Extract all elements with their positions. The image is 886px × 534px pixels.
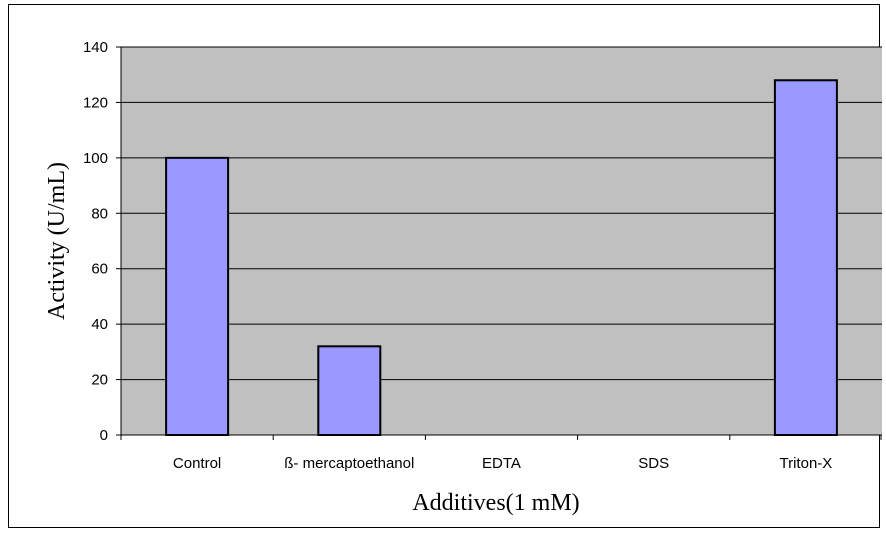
x-tick-labels: Control ß- mercaptoethanol EDTA SDS Triton-X [173,455,832,472]
y-tick-label: 60 [91,261,108,278]
bar-4 [773,79,838,436]
bar-1 [317,345,382,437]
y-tick-label: 20 [91,372,108,389]
y-tick-label: 100 [83,150,108,167]
x-tick-label: Control [173,455,221,472]
x-tick-label: ß- mercaptoethanol [284,455,414,472]
axes [116,46,882,440]
plot-area [121,47,882,435]
bars [165,79,838,437]
y-tick-label: 0 [100,427,108,444]
y-tick-labels: 0 20 40 60 80 100 120 140 [83,39,108,444]
y-tick-label: 140 [83,39,108,56]
x-tick-label: SDS [638,455,669,472]
y-tick-label: 40 [91,316,108,333]
y-tick-label: 120 [83,94,108,111]
x-tick-label: EDTA [482,455,521,472]
grid-lines [121,46,882,381]
x-tick-label: Triton-X [780,455,833,472]
bar-0 [165,156,230,436]
y-axis-title: Activity (U/mL) [44,162,70,320]
x-axis-title: Additives(1 mM) [412,490,579,516]
y-tick-label: 80 [91,205,108,222]
